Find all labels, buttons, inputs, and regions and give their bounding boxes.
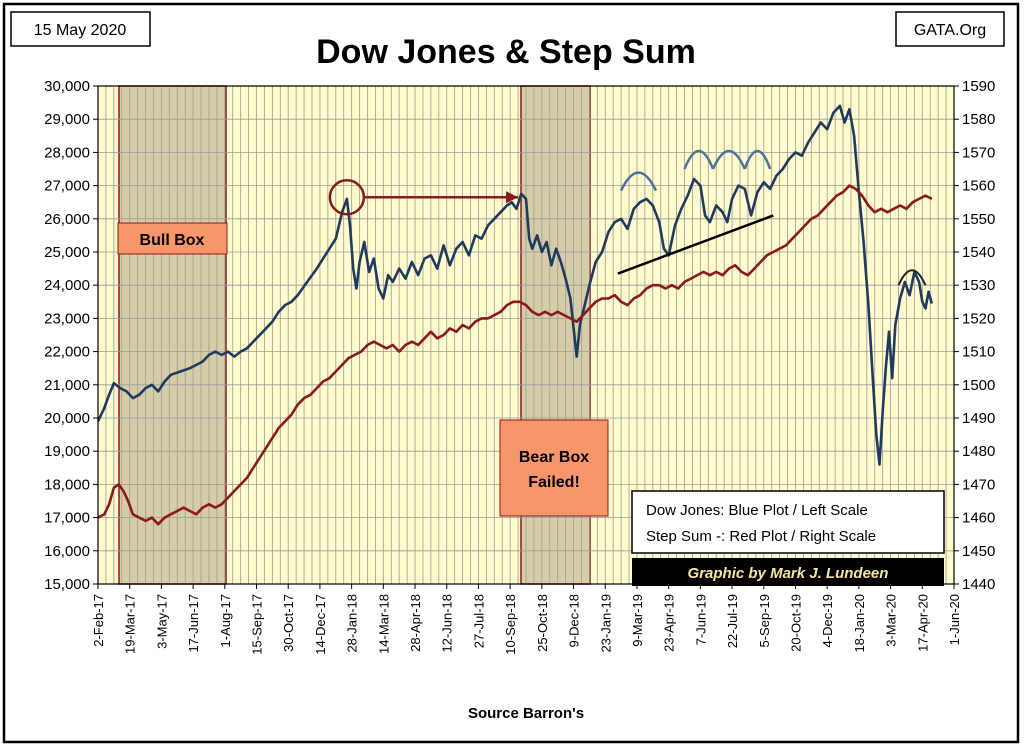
y-right-tick-label: 1440 xyxy=(962,576,995,593)
plot-border xyxy=(97,85,955,585)
x-tick-label: 1-Aug-17 xyxy=(218,594,233,647)
x-tick-label: 9-Dec-18 xyxy=(567,594,582,647)
y-left-tick-label: 27,000 xyxy=(44,178,90,195)
y-left-tick-label: 22,000 xyxy=(44,344,90,361)
x-axis-label: Source Barron's xyxy=(468,705,584,722)
y-left-tick-label: 16,000 xyxy=(44,543,90,560)
top-arc xyxy=(743,149,772,170)
x-tick-label: 10-Sep-18 xyxy=(503,594,518,655)
y-left-tick-label: 23,000 xyxy=(44,310,90,327)
y-left-tick-label: 21,000 xyxy=(44,377,90,394)
x-tick-label: 15-Sep-17 xyxy=(250,594,265,655)
bear-box-label-line2: Failed! xyxy=(528,474,580,491)
bear-box-label-line1: Bear Box xyxy=(519,449,589,466)
legend-box xyxy=(631,490,945,554)
y-right-tick-label: 1570 xyxy=(962,144,995,161)
bull-box-label: Bull Box xyxy=(140,232,205,249)
x-tick-label: 4-Dec-19 xyxy=(820,594,835,647)
recent-top-arc xyxy=(897,269,927,286)
x-tick-label: 9-Mar-19 xyxy=(630,594,645,647)
site-label: GATA.Org xyxy=(914,22,986,39)
x-tick-label: 20-Oct-19 xyxy=(788,594,803,652)
y-right-tick-label: 1510 xyxy=(962,344,995,361)
y-left-tick-label: 18,000 xyxy=(44,476,90,493)
left-axis: 15,000 16,000 17,000 18,000 19,000 20,000 21,0… xyxy=(44,78,98,593)
legend-line-1: Dow Jones: Blue Plot / Left Scale xyxy=(646,502,868,519)
dow-jones-line xyxy=(98,104,934,466)
y-right-tick-label: 1460 xyxy=(962,510,995,527)
x-tick-label: 7-Jun-19 xyxy=(693,594,708,645)
x-tick-label: 14-Mar-18 xyxy=(376,594,391,654)
credit-banner xyxy=(632,558,944,586)
credit-label: Graphic by Mark J. Lundeen xyxy=(688,565,889,582)
top-arc xyxy=(711,149,746,170)
x-tick-label: 30-Oct-17 xyxy=(281,594,296,652)
bull-box-region xyxy=(118,85,227,585)
x-tick-label: 2-Feb-17 xyxy=(91,594,106,647)
trend-line xyxy=(617,214,774,275)
x-tick-label: 28-Jan-18 xyxy=(345,594,360,653)
y-left-tick-label: 17,000 xyxy=(44,510,90,527)
y-left-tick-label: 20,000 xyxy=(44,410,90,427)
y-right-tick-label: 1500 xyxy=(962,377,995,394)
y-right-tick-label: 1450 xyxy=(962,543,995,560)
y-right-tick-label: 1590 xyxy=(962,78,995,95)
x-tick-label: 27-Jul-18 xyxy=(471,594,486,648)
series-lines xyxy=(98,104,934,526)
x-tick-label: 17-Jun-17 xyxy=(186,594,201,653)
y-left-tick-label: 15,000 xyxy=(44,576,90,593)
y-left-tick-label: 25,000 xyxy=(44,244,90,261)
x-tick-label: 3-May-17 xyxy=(154,594,169,649)
y-left-tick-label: 28,000 xyxy=(44,144,90,161)
y-right-tick-label: 1560 xyxy=(962,178,995,195)
y-right-tick-label: 1580 xyxy=(962,111,995,128)
y-right-tick-label: 1480 xyxy=(962,443,995,460)
x-tick-label: 17-Apr-20 xyxy=(915,594,930,652)
site-box xyxy=(895,11,1005,47)
y-left-tick-label: 24,000 xyxy=(44,277,90,294)
y-left-tick-label: 29,000 xyxy=(44,111,90,128)
x-tick-label: 28-Apr-18 xyxy=(408,594,423,652)
x-axis: 2-Feb-17 19-Mar-17 3-May-17 17-Jun-17 1-Aug-… xyxy=(91,584,962,655)
bear-box-label-bg xyxy=(499,419,609,517)
y-left-tick-label: 19,000 xyxy=(44,443,90,460)
x-tick-label: 3-Mar-20 xyxy=(884,594,899,647)
y-right-tick-label: 1550 xyxy=(962,211,995,228)
right-axis: 1440 1450 1460 1470 1480 1490 1500 1510 1520 1530… xyxy=(954,78,995,593)
x-tick-label: 1-Jun-20 xyxy=(947,594,962,645)
y-right-tick-label: 1540 xyxy=(962,244,995,261)
x-tick-label: 19-Mar-17 xyxy=(123,594,138,654)
x-tick-label: 12-Jun-18 xyxy=(440,594,455,653)
x-tick-label: 14-Dec-17 xyxy=(313,594,328,655)
date-label: 15 May 2020 xyxy=(34,22,127,39)
x-tick-label: 18-Jan-20 xyxy=(852,594,867,653)
arrow-head xyxy=(506,191,519,204)
x-tick-label: 5-Sep-19 xyxy=(757,594,772,647)
top-arc xyxy=(619,171,658,192)
y-left-tick-label: 30,000 xyxy=(44,78,90,95)
x-tick-label: 23-Apr-19 xyxy=(662,594,677,652)
legend-line-2: Step Sum -: Red Plot / Right Scale xyxy=(646,528,876,545)
y-right-tick-label: 1470 xyxy=(962,476,995,493)
x-tick-label: 23-Jan-19 xyxy=(598,594,613,653)
y-left-tick-label: 26,000 xyxy=(44,211,90,228)
y-right-tick-label: 1520 xyxy=(962,310,995,327)
date-box xyxy=(10,11,151,47)
y-right-tick-label: 1490 xyxy=(962,410,995,427)
x-tick-label: 25-Oct-18 xyxy=(535,594,550,652)
top-arc xyxy=(683,149,715,170)
chart-title: Dow Jones & Step Sum xyxy=(316,33,696,71)
annotations xyxy=(328,149,927,286)
step-sum-line xyxy=(98,184,933,526)
y-right-tick-label: 1530 xyxy=(962,277,995,294)
x-tick-label: 22-Jul-19 xyxy=(725,594,740,648)
bull-box-label-bg xyxy=(117,222,228,255)
